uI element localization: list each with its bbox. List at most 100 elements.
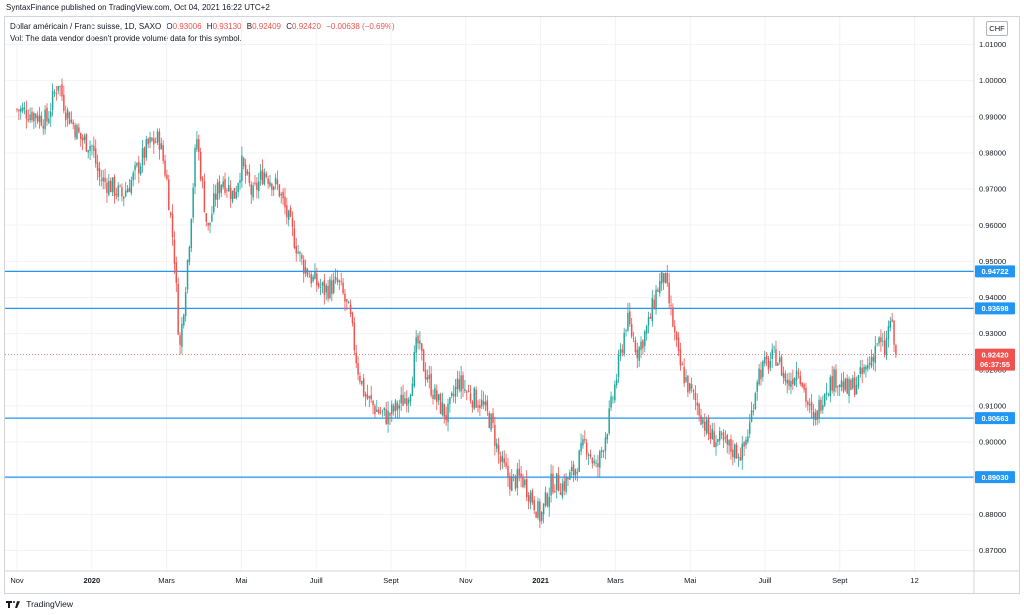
candle-body bbox=[147, 138, 149, 145]
candle-body bbox=[775, 349, 777, 366]
candle-body bbox=[733, 444, 736, 459]
candle-body bbox=[520, 473, 522, 478]
candle-body bbox=[269, 181, 271, 186]
candle-body bbox=[68, 112, 71, 125]
y-tick-label: 0.91000 bbox=[979, 402, 1006, 411]
candle-body bbox=[717, 439, 719, 442]
candle-body bbox=[497, 445, 500, 455]
candle-body bbox=[687, 375, 689, 393]
candle-body bbox=[842, 381, 845, 392]
candle-body bbox=[705, 419, 708, 434]
candle-body bbox=[522, 476, 524, 488]
candle-body bbox=[246, 171, 249, 174]
candle-body bbox=[559, 492, 562, 495]
candle-body bbox=[655, 289, 657, 310]
candle-body bbox=[211, 213, 213, 222]
candle-body bbox=[272, 186, 275, 190]
candle-body bbox=[310, 274, 312, 284]
candle-body bbox=[797, 373, 800, 375]
candle-body bbox=[241, 155, 243, 182]
candle-body bbox=[874, 345, 877, 363]
candle-body bbox=[664, 272, 667, 284]
candle-body bbox=[46, 107, 48, 122]
candle-body bbox=[72, 122, 74, 125]
candle-body bbox=[299, 252, 301, 254]
candle-body bbox=[739, 457, 742, 461]
candle-body bbox=[569, 472, 571, 480]
candle-body bbox=[623, 332, 625, 354]
candle-body bbox=[198, 139, 200, 152]
candle-body bbox=[224, 178, 226, 193]
candle-body bbox=[199, 151, 202, 180]
candle-body bbox=[883, 340, 886, 356]
candle-body bbox=[331, 280, 333, 295]
candle-body bbox=[156, 131, 159, 143]
candle-body bbox=[389, 413, 391, 416]
x-tick-label: Juill bbox=[310, 576, 323, 585]
candle-body bbox=[166, 174, 168, 180]
candle-body bbox=[784, 373, 787, 382]
candle-body bbox=[117, 185, 119, 198]
candle-body bbox=[792, 378, 794, 385]
candle-body bbox=[692, 390, 695, 392]
candle-body bbox=[235, 192, 238, 199]
candle-body bbox=[782, 372, 785, 378]
candle-body bbox=[482, 401, 485, 405]
time-axis[interactable]: Nov 2020 Mars Mai Juill Sept Nov 2021 Mars Mai Jui… bbox=[5, 570, 1019, 585]
candle-body bbox=[291, 217, 294, 227]
candle-body bbox=[510, 476, 513, 492]
candle-body bbox=[302, 259, 305, 274]
level-tag bbox=[975, 412, 1015, 425]
candle-body bbox=[42, 126, 44, 129]
candle-body bbox=[745, 439, 747, 446]
candle-body bbox=[681, 364, 684, 366]
candle-body bbox=[426, 377, 429, 381]
candle-body bbox=[732, 449, 734, 458]
candle-body bbox=[63, 94, 65, 111]
candle-body bbox=[111, 177, 114, 193]
candle-body bbox=[424, 369, 427, 380]
candle-body bbox=[394, 400, 397, 411]
currency-button[interactable]: CHF bbox=[986, 21, 1008, 36]
candle-body bbox=[762, 361, 764, 377]
candlestick-chart[interactable]: 1.01000 1.00000 0.99000 0.98000 0.97000 0.960… bbox=[0, 0, 1024, 596]
countdown-label: 06:37:55 bbox=[980, 360, 1010, 369]
candle-body bbox=[314, 271, 316, 279]
candle-body bbox=[505, 462, 507, 467]
x-tick-label: Sept bbox=[832, 576, 848, 585]
candle-body bbox=[115, 193, 118, 196]
candle-body bbox=[226, 190, 228, 192]
candle-body bbox=[704, 421, 706, 431]
candle-body bbox=[584, 439, 586, 441]
candle-body bbox=[91, 145, 93, 147]
candle-body bbox=[355, 352, 357, 364]
candle-body bbox=[25, 110, 28, 119]
grid-lines bbox=[5, 17, 974, 571]
candle-body bbox=[102, 177, 104, 182]
candle-body bbox=[263, 172, 266, 185]
candle-body bbox=[145, 139, 148, 158]
candle-body bbox=[179, 335, 181, 345]
symbol-name[interactable]: Dollar américain / Franc suisse, 1D, SAX… bbox=[10, 22, 162, 31]
candle-body bbox=[533, 500, 535, 511]
candle-body bbox=[34, 113, 37, 119]
candle-body bbox=[668, 282, 670, 304]
y-tick-label: 0.99000 bbox=[979, 112, 1006, 121]
candle-body bbox=[297, 251, 299, 254]
candle-body bbox=[589, 453, 592, 457]
candle-body bbox=[572, 464, 575, 475]
candle-body bbox=[769, 360, 772, 368]
candle-body bbox=[207, 222, 209, 226]
x-tick-label: Nov bbox=[10, 576, 24, 585]
candle-body bbox=[317, 283, 320, 287]
candle-body bbox=[417, 335, 419, 344]
y-tick-label: 0.90000 bbox=[979, 438, 1006, 447]
candle-body bbox=[205, 213, 208, 222]
candle-body bbox=[139, 166, 142, 175]
y-tick-label: 0.93000 bbox=[979, 329, 1006, 338]
candle-body bbox=[312, 276, 314, 282]
y-tick-label: 1.01000 bbox=[979, 40, 1006, 49]
candle-body bbox=[627, 312, 629, 331]
candle-body bbox=[162, 145, 164, 161]
candle-body bbox=[756, 381, 758, 392]
